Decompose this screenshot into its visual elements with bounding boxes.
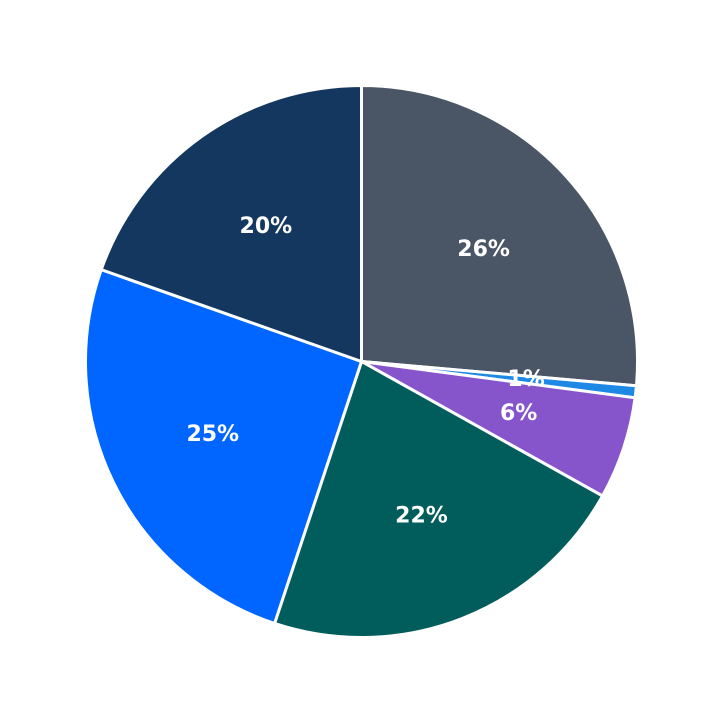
pie-slice-4 [84, 268, 363, 625]
pie-slice-5 [99, 84, 363, 363]
labels-layer: 26% 1% 6% 22% 25% 20% [186, 214, 544, 529]
slice-percent-label-4: 25% [186, 422, 239, 447]
slice-percent-label-2: 6% [500, 401, 537, 426]
slice-percent-label-5: 20% [240, 214, 293, 239]
pie-slice-0 [360, 84, 639, 388]
slice-percent-label-3: 22% [395, 503, 448, 528]
slices-layer [84, 84, 639, 639]
slice-percent-label-1: 1% [507, 367, 544, 392]
pie-slice-3 [273, 360, 605, 639]
slice-percent-label-0: 26% [457, 237, 510, 262]
